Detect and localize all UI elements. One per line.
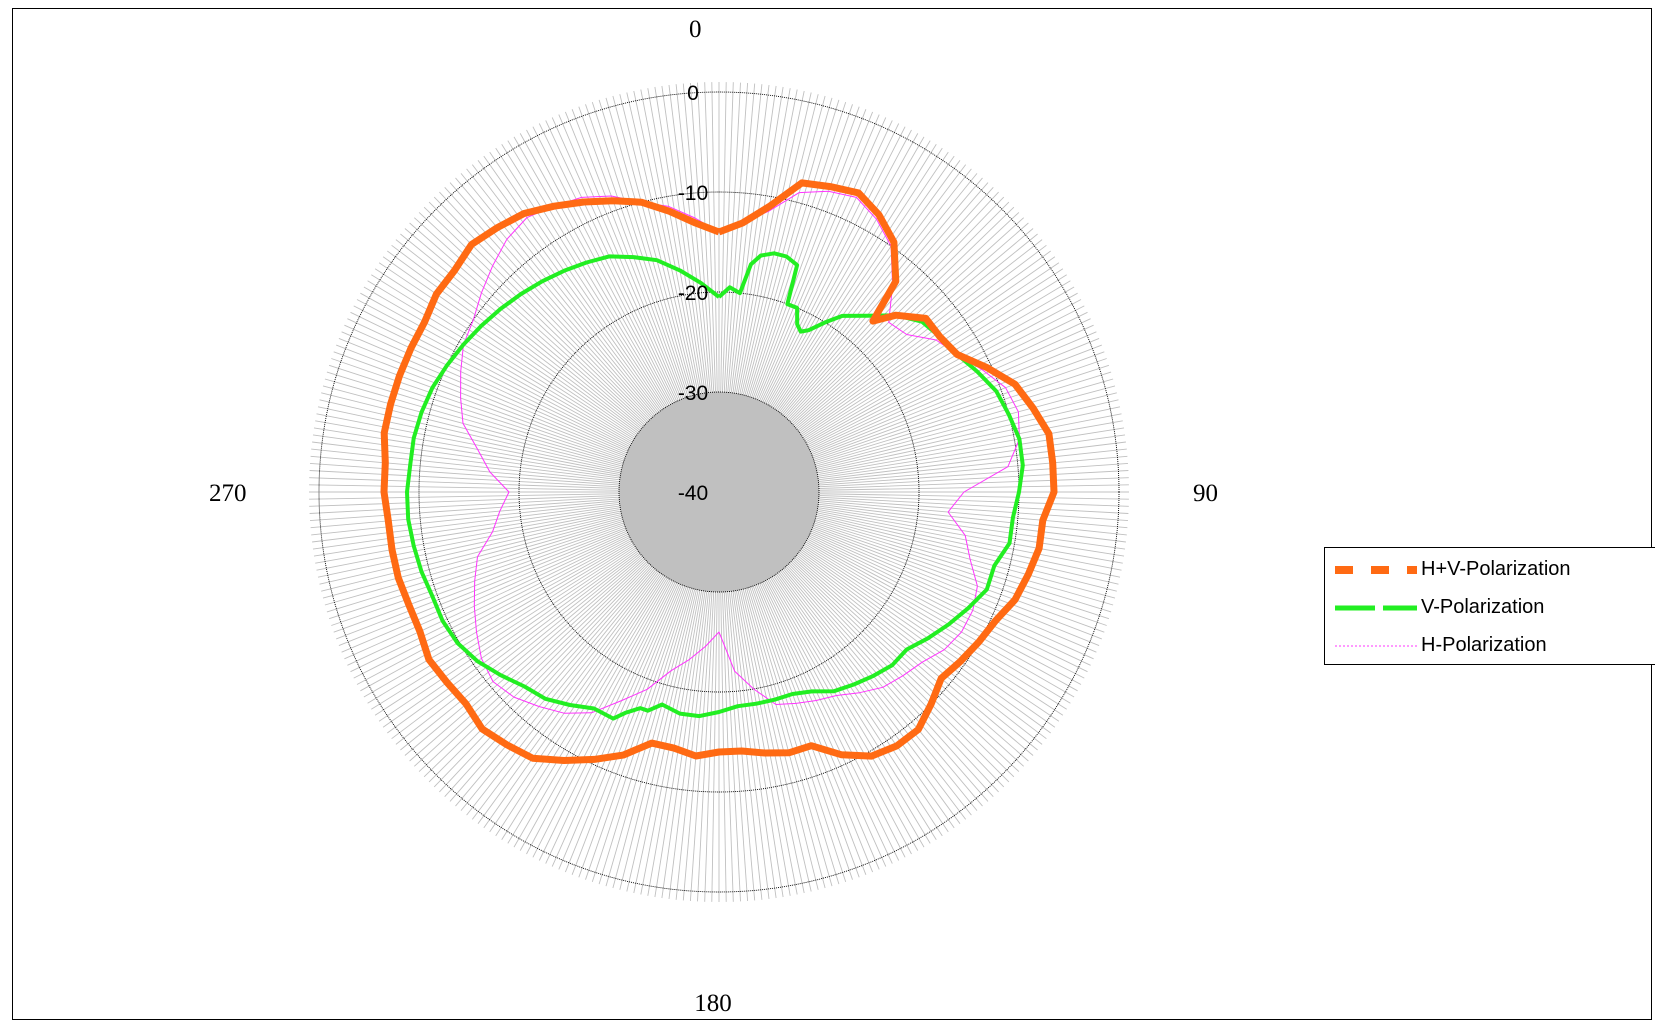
legend: H+V-Polarization V-Polarization H-Polari… — [1324, 547, 1655, 665]
spokes — [309, 82, 1129, 902]
polar-chart: 0 -10 -20 -30 -40 0 90 180 270 — [209, 16, 1218, 1017]
radial-label: -40 — [678, 482, 708, 505]
angle-labels-layer: 0 90 180 270 — [209, 16, 1218, 1017]
ring-labels-layer: 0 -10 -20 -30 -40 — [678, 82, 708, 505]
legend-label-v: V-Polarization — [1421, 596, 1545, 618]
legend-item-hv: H+V-Polarization — [1325, 552, 1655, 588]
radial-label: -20 — [678, 282, 708, 305]
legend-label-h: H-Polarization — [1421, 634, 1547, 656]
inner-hub — [619, 392, 819, 592]
angle-label: 180 — [694, 990, 732, 1017]
series-layer — [380, 179, 1058, 764]
legend-label-hv: H+V-Polarization — [1421, 558, 1571, 580]
grid-ring — [618, 391, 820, 593]
spokes-layer — [309, 82, 1129, 902]
radial-label: 0 — [687, 82, 699, 105]
angle-label: 0 — [689, 16, 702, 43]
legend-item-h: H-Polarization — [1325, 628, 1655, 664]
radial-label: -30 — [678, 382, 708, 405]
angle-label: 90 — [1193, 480, 1218, 507]
angle-label: 270 — [209, 480, 247, 507]
grid-ring — [518, 291, 920, 693]
chart-frame: 0 -10 -20 -30 -40 0 90 180 270 H+V-Polarization… — [12, 8, 1655, 1020]
legend-swatch-h — [1335, 645, 1417, 647]
series-line-1 — [405, 251, 1025, 721]
legend-item-v: V-Polarization — [1325, 590, 1655, 626]
grid-ring — [318, 91, 1120, 893]
series-line-0 — [380, 179, 1058, 764]
legend-swatch-v — [1335, 605, 1417, 611]
radial-label: -10 — [678, 182, 708, 205]
legend-swatch-hv — [1335, 566, 1417, 574]
